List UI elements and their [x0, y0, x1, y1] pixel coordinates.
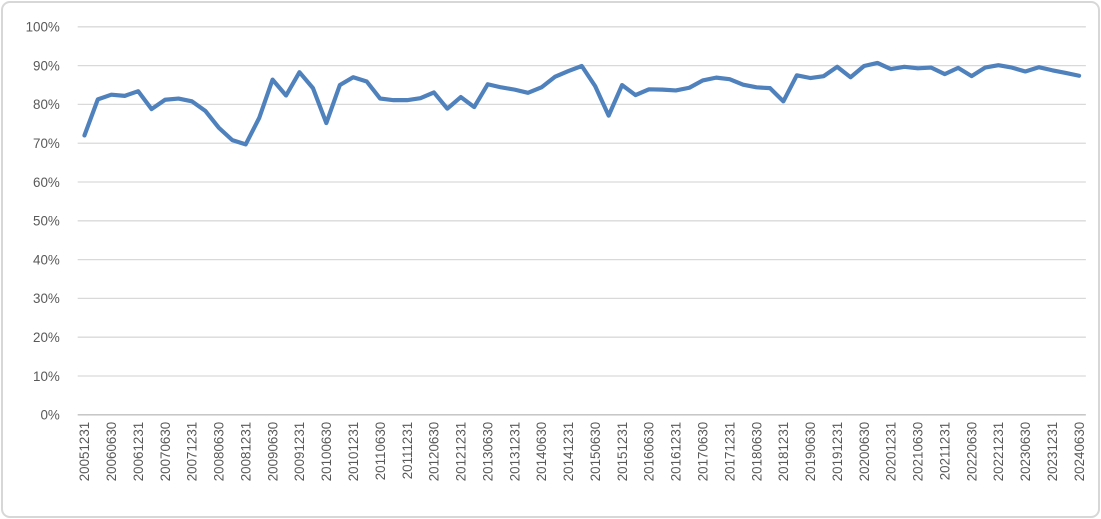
x-axis-tick-label: 20080630	[212, 422, 227, 482]
x-axis-tick-label: 20120630	[427, 422, 442, 482]
y-axis-tick-label: 10%	[33, 369, 60, 384]
y-axis-tick-label: 60%	[33, 175, 60, 190]
x-axis-tick-label: 20110630	[373, 422, 388, 481]
x-axis-tick-label: 20160630	[642, 422, 657, 482]
x-axis-tick-label: 20181231	[776, 422, 791, 482]
x-axis-tick-label: 20090630	[265, 422, 280, 482]
y-axis-tick-label: 40%	[33, 252, 60, 267]
x-axis-tick-label: 20100630	[319, 422, 334, 482]
x-axis-tick-label: 20240630	[1072, 422, 1087, 482]
y-axis-tick-label: 50%	[33, 214, 60, 229]
x-axis-tick-label: 20191231	[830, 422, 845, 482]
x-axis-tick-label: 20230630	[1018, 422, 1033, 482]
x-axis-tick-label: 20231231	[1045, 422, 1060, 482]
y-axis-tick-label: 70%	[33, 136, 60, 151]
y-axis-tick-label: 20%	[33, 330, 60, 345]
x-axis-tick-label: 20200630	[857, 422, 872, 482]
x-axis-tick-label: 20141231	[561, 422, 576, 482]
x-axis-tick-label: 20111231	[400, 422, 415, 480]
x-axis-tick-label: 20081231	[238, 422, 253, 482]
x-axis-tick-label: 20051231	[77, 422, 92, 482]
x-axis-tick-label: 20140630	[534, 422, 549, 482]
y-axis-tick-label: 80%	[33, 97, 60, 112]
x-axis-tick-label: 20121231	[454, 422, 469, 482]
x-axis-tick-label: 20070630	[158, 422, 173, 482]
x-axis-tick-label: 20220630	[964, 422, 979, 482]
x-axis-tick-label: 20150630	[588, 422, 603, 482]
x-axis-tick-label: 20171231	[722, 422, 737, 482]
x-axis-tick-label: 20190630	[803, 422, 818, 482]
x-axis-tick-label: 20101231	[346, 422, 361, 482]
x-axis-tick-label: 20180630	[749, 422, 764, 482]
x-axis-tick-label: 20210630	[911, 422, 926, 482]
x-axis-tick-label: 20071231	[185, 422, 200, 482]
data-line-series[interactable]	[82, 60, 1082, 147]
x-axis-tick-label: 20151231	[615, 422, 630, 482]
x-axis-tick-label: 20211231	[937, 422, 952, 481]
x-axis-tick-label: 20091231	[292, 422, 307, 482]
line-chart: 0% 10% 20% 30% 40% 50% 60% 70% 80% 90% 100% 2005123…	[26, 20, 1087, 482]
x-axis-tick-label: 20061231	[131, 422, 146, 482]
x-axis-tick-label: 20170630	[696, 422, 711, 482]
x-axis-tick-label: 20201231	[884, 422, 899, 482]
x-axis-tick-label: 20060630	[104, 422, 119, 482]
y-axis-tick-label: 0%	[40, 408, 59, 423]
y-axis-tick-label: 100%	[26, 20, 60, 35]
x-axis-tick-label: 20130630	[480, 422, 495, 482]
x-axis-tick-label: 20131231	[507, 422, 522, 482]
x-axis-tick-label: 20221231	[991, 422, 1006, 482]
y-axis-tick-label: 30%	[33, 291, 60, 306]
y-axis-tick-label: 90%	[33, 58, 60, 73]
x-axis-tick-label: 20161231	[669, 422, 684, 482]
